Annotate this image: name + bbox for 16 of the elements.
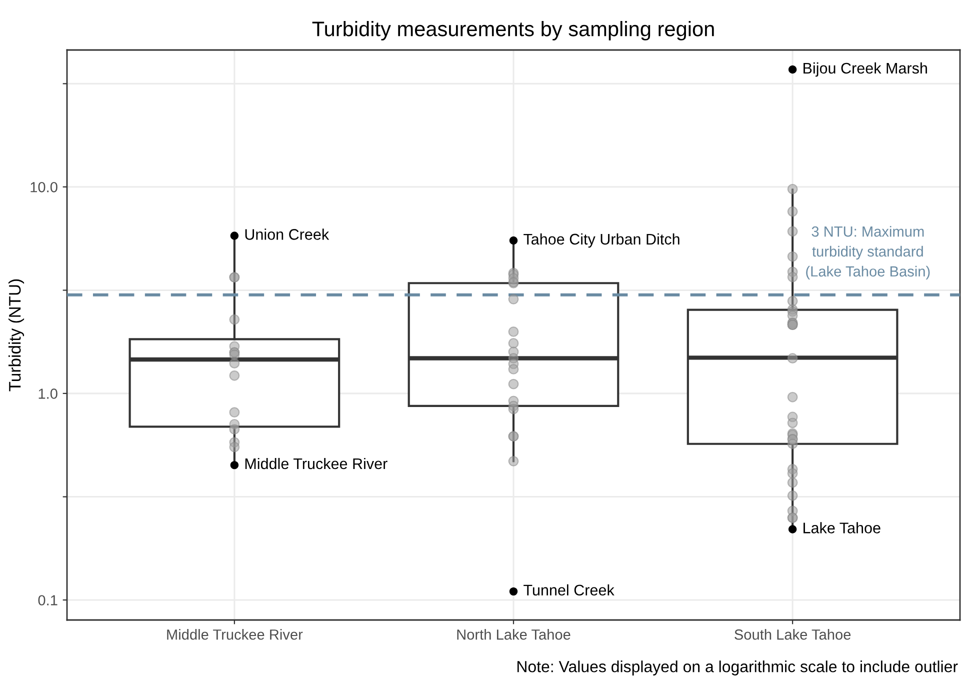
y-tick-label: 1.0 xyxy=(38,388,58,399)
annotation: Middle Truckee River xyxy=(245,458,388,470)
annotation: Tahoe City Urban Ditch xyxy=(524,233,680,248)
annotation: Union Creek xyxy=(245,228,330,240)
annotation: Tunnel Creek xyxy=(524,584,614,596)
y-axis-title: Turbidity (NTU) xyxy=(8,279,24,392)
y-tick-label: 10.0 xyxy=(30,182,58,192)
annotation: Lake Tahoe xyxy=(804,522,880,534)
x-tick-label: South Lake Tahoe xyxy=(734,629,851,640)
x-tick-label: Middle Truckee River xyxy=(167,629,303,640)
ref-line-label: 3 NTU: Maximum turbidity standard (Lake Tahoe Basin) xyxy=(806,226,930,280)
chart-title: Turbidity measurements by sampling region xyxy=(312,21,714,40)
x-tick-label: North Lake Tahoe xyxy=(457,629,570,640)
text: Note: Values displayed on a logarithmic scale to include outlier xyxy=(517,660,958,676)
y-tick-label: 0.1 xyxy=(38,595,58,606)
annotation: Bijou Creek Marsh xyxy=(804,62,927,77)
